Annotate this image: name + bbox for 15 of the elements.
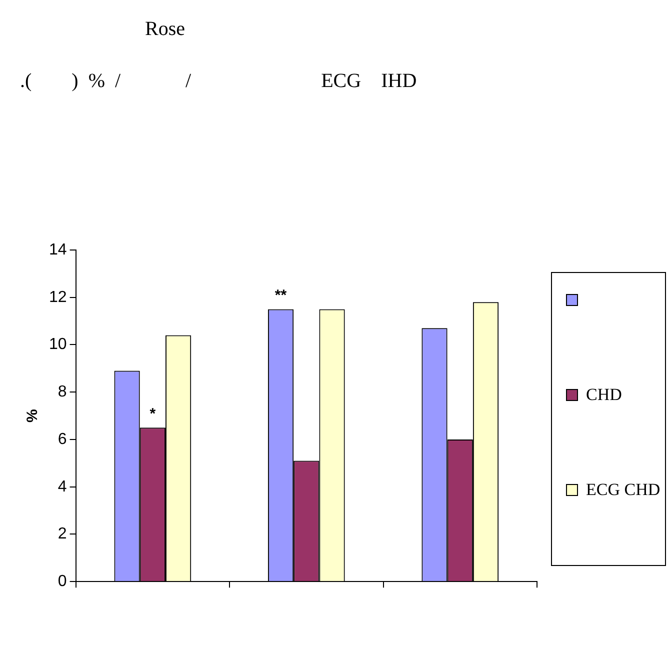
y-tick-label: 10 xyxy=(49,336,67,354)
annotation: * xyxy=(150,405,156,422)
y-tick-label: 6 xyxy=(58,430,67,448)
y-tick-label: 0 xyxy=(58,573,67,590)
y-tick-label: 8 xyxy=(58,384,67,401)
y-axis-title: % xyxy=(24,409,42,422)
y-tick-label: 12 xyxy=(49,288,67,306)
legend-label: CHD xyxy=(586,385,622,404)
legend-label: ECG CHD xyxy=(586,480,660,500)
annotation: ** xyxy=(274,286,287,304)
chart-title: Rose xyxy=(144,18,186,41)
chart-subtitle: .( ) % / / ECG IHD xyxy=(20,70,417,93)
y-tick-label: 2 xyxy=(58,526,67,543)
y-tick-label: 14 xyxy=(49,241,67,258)
y-tick-label: 4 xyxy=(58,478,67,496)
